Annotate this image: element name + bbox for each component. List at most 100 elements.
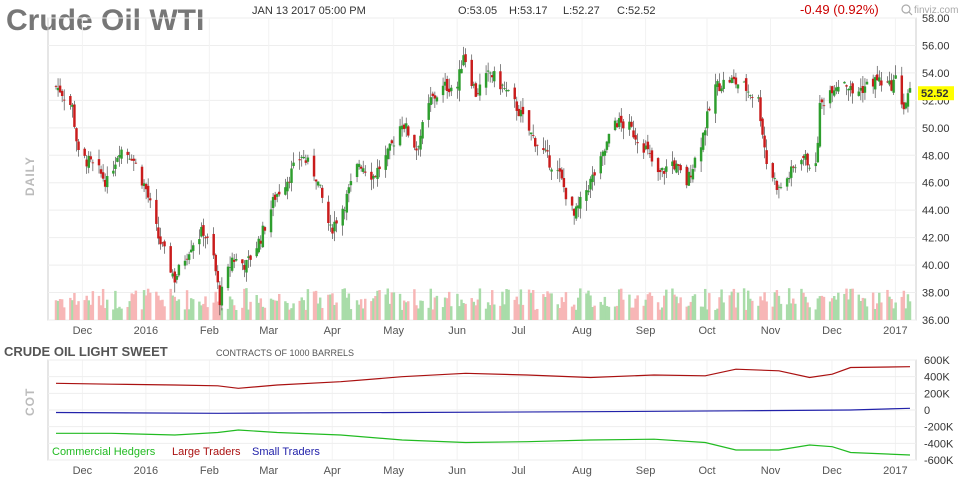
volume-bar bbox=[906, 294, 910, 320]
candle-body bbox=[806, 153, 809, 166]
candle-body bbox=[706, 111, 709, 129]
cot-tick-label: -400K bbox=[924, 438, 954, 450]
candle-body bbox=[302, 156, 306, 159]
candle-body bbox=[314, 179, 318, 182]
volume-bar bbox=[517, 304, 521, 320]
quote-open: O:53.05 bbox=[458, 5, 497, 17]
candle-body bbox=[835, 87, 838, 91]
volume-bar bbox=[345, 297, 349, 320]
candle-body bbox=[243, 264, 246, 270]
volume-bar bbox=[470, 298, 473, 320]
cot-month-label: Dec bbox=[73, 465, 93, 477]
price-candles bbox=[54, 46, 912, 316]
candle-body bbox=[699, 147, 703, 162]
volume-bar bbox=[730, 291, 734, 320]
candle-body bbox=[871, 78, 875, 87]
candle-body bbox=[658, 170, 662, 173]
volume-bar bbox=[118, 306, 121, 320]
volume-bar bbox=[847, 299, 850, 320]
volume-bar bbox=[476, 299, 480, 320]
candle-body bbox=[865, 81, 869, 85]
candle-body bbox=[851, 83, 854, 94]
candle-body bbox=[857, 91, 861, 96]
candle-body bbox=[902, 102, 906, 110]
price-tick-label: 50.00 bbox=[922, 123, 950, 135]
candle-body bbox=[656, 158, 660, 173]
candle-body bbox=[476, 93, 480, 94]
volume-bar bbox=[818, 296, 822, 320]
volume-bar bbox=[759, 296, 762, 320]
month-label: May bbox=[383, 325, 404, 337]
candle-body bbox=[488, 72, 492, 74]
volume-bar bbox=[843, 293, 846, 320]
volume-bar bbox=[114, 290, 117, 320]
candle-body bbox=[814, 163, 818, 167]
volume-bar bbox=[62, 307, 66, 320]
volume-bar bbox=[572, 304, 576, 320]
volume-bar bbox=[241, 307, 244, 320]
candle-body bbox=[290, 168, 293, 183]
candle-body bbox=[613, 120, 617, 130]
volume-bar bbox=[456, 293, 459, 320]
volume-bar bbox=[85, 295, 88, 320]
cot-tick-label: 0 bbox=[924, 405, 930, 417]
volume-bar bbox=[460, 299, 463, 320]
legend-large-traders: Large Traders bbox=[172, 446, 241, 458]
volume-bar bbox=[904, 308, 908, 320]
volume-bar bbox=[169, 288, 172, 320]
volume-bar bbox=[765, 301, 768, 320]
candle-body bbox=[763, 135, 766, 148]
candle-body bbox=[173, 271, 177, 283]
candle-body bbox=[58, 85, 62, 93]
volume-bar bbox=[642, 305, 645, 320]
volume-bar bbox=[288, 309, 291, 320]
candle-body bbox=[187, 254, 191, 260]
chart-title: Crude Oil WTI bbox=[6, 4, 204, 37]
cot-month-label: Apr bbox=[324, 465, 341, 477]
volume-bar bbox=[273, 300, 277, 320]
volume-bar bbox=[87, 300, 90, 320]
volume-bar bbox=[384, 294, 387, 320]
candle-body bbox=[462, 55, 465, 66]
candle-body bbox=[818, 102, 822, 147]
volume-bar bbox=[880, 302, 883, 320]
candle-body bbox=[484, 73, 488, 88]
candle-body bbox=[456, 86, 459, 89]
volume-bar bbox=[701, 306, 705, 320]
volume-bar bbox=[851, 288, 854, 320]
candle-body bbox=[347, 187, 351, 194]
candle-body bbox=[73, 104, 76, 127]
candle-body bbox=[118, 154, 121, 158]
cot-month-label: Oct bbox=[698, 465, 715, 477]
volume-bar bbox=[419, 300, 422, 320]
candle-body bbox=[574, 206, 578, 219]
volume-bar bbox=[206, 307, 209, 320]
month-label: Apr bbox=[324, 325, 341, 337]
candle-body bbox=[306, 157, 310, 162]
candle-body bbox=[785, 178, 789, 187]
candle-body bbox=[386, 148, 389, 160]
candle-body bbox=[550, 169, 553, 172]
candle-body bbox=[198, 239, 201, 245]
candle-body bbox=[601, 151, 605, 157]
volume-bar bbox=[163, 306, 166, 320]
volume-bar bbox=[577, 297, 580, 320]
volume-bar bbox=[388, 303, 392, 320]
volume-bar bbox=[663, 295, 666, 320]
volume-bar bbox=[665, 289, 668, 320]
volume-bar bbox=[501, 291, 504, 320]
candle-body bbox=[132, 158, 136, 161]
volume-bar bbox=[402, 300, 406, 320]
candle-body bbox=[648, 153, 652, 154]
volume-bar bbox=[488, 305, 492, 320]
candle-body bbox=[507, 90, 510, 92]
cot-x-axis: Dec 2016 Feb Mar Apr May Jun Jul Aug Sep Oct Nov Dec… bbox=[73, 465, 908, 477]
volume-bar bbox=[615, 305, 619, 320]
price-tick-label: 48.00 bbox=[922, 150, 950, 162]
volume-bar bbox=[75, 304, 78, 320]
volume-bar bbox=[560, 297, 564, 320]
volume-bar bbox=[542, 294, 545, 320]
volume-bar bbox=[728, 295, 732, 320]
volume-bar bbox=[259, 298, 263, 320]
candle-body bbox=[548, 155, 551, 168]
